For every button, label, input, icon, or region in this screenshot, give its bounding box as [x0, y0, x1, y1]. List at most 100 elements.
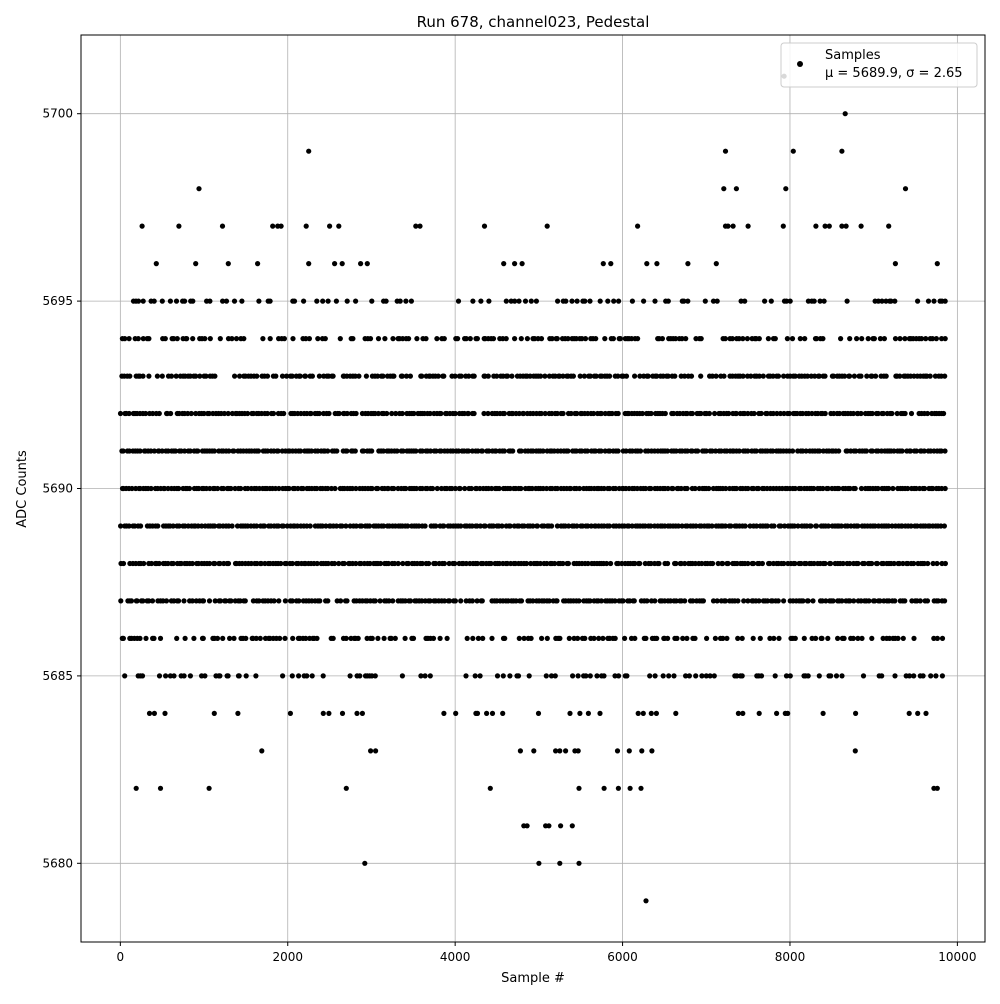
data-point: [140, 298, 146, 304]
data-point: [500, 673, 506, 679]
data-point: [722, 598, 729, 604]
data-point: [544, 635, 550, 642]
data-point: [644, 261, 650, 267]
data-point: [675, 523, 682, 529]
data-point: [895, 635, 901, 642]
data-point: [354, 710, 360, 717]
data-point: [502, 635, 508, 642]
data-point: [505, 373, 511, 379]
data-point: [576, 598, 582, 604]
data-point: [296, 673, 302, 679]
data-point: [474, 560, 480, 567]
data-point: [243, 635, 249, 642]
data-point: [678, 485, 684, 492]
data-point: [361, 448, 367, 454]
data-point: [698, 336, 704, 342]
data-point: [146, 710, 153, 717]
data-point: [871, 336, 878, 342]
data-point: [289, 373, 295, 379]
data-point: [137, 635, 143, 642]
data-point: [775, 373, 782, 379]
data-point: [141, 560, 147, 567]
data-point: [560, 373, 566, 379]
data-point: [934, 785, 940, 791]
data-point: [534, 523, 541, 529]
data-point: [225, 410, 231, 417]
data-point: [314, 298, 320, 304]
data-point: [325, 560, 331, 567]
data-point: [375, 373, 381, 379]
data-point: [735, 635, 741, 642]
data-point: [446, 560, 452, 567]
data-point: [207, 560, 213, 567]
data-point: [120, 635, 126, 642]
data-point: [403, 373, 410, 379]
data-point: [255, 261, 261, 267]
data-point: [830, 598, 836, 604]
data-point: [427, 448, 434, 454]
data-point: [386, 598, 392, 604]
data-point: [433, 560, 439, 567]
data-point: [385, 560, 392, 567]
data-point: [518, 485, 524, 492]
data-point: [267, 336, 273, 342]
data-point: [792, 635, 798, 642]
data-point: [430, 635, 437, 642]
data-point: [173, 298, 180, 304]
data-point: [643, 635, 649, 642]
data-point: [407, 373, 413, 379]
data-point: [245, 485, 251, 492]
data-point: [607, 485, 613, 492]
data-point: [419, 373, 425, 379]
data-point: [601, 485, 607, 492]
data-point: [128, 598, 135, 604]
data-point: [745, 223, 751, 229]
data-point: [812, 373, 818, 379]
data-point: [143, 410, 149, 417]
data-point: [253, 635, 259, 642]
data-point: [465, 410, 471, 417]
y-tick-label: 5685: [42, 669, 73, 683]
data-point: [187, 673, 193, 679]
data-point: [518, 336, 524, 342]
data-point: [685, 261, 691, 267]
data-point: [496, 485, 502, 492]
data-point: [612, 673, 618, 679]
data-point: [200, 598, 207, 604]
data-point: [847, 485, 853, 492]
data-point: [757, 635, 763, 642]
data-point: [712, 410, 718, 417]
data-point: [212, 598, 218, 604]
data-point: [215, 485, 221, 492]
data-point: [486, 448, 492, 454]
data-point: [206, 785, 212, 791]
data-point: [501, 448, 507, 454]
data-point: [372, 673, 378, 679]
data-point: [375, 635, 381, 642]
data-point: [569, 823, 575, 829]
data-point: [176, 523, 182, 529]
data-point: [470, 298, 476, 304]
data-point: [223, 598, 229, 604]
data-point: [369, 635, 375, 642]
data-point: [879, 673, 885, 679]
data-point: [722, 523, 729, 529]
data-point: [820, 336, 826, 342]
data-point: [390, 598, 396, 604]
data-point: [783, 673, 790, 679]
data-point: [587, 373, 594, 379]
data-point: [462, 485, 468, 492]
data-point: [911, 673, 917, 679]
data-point: [739, 635, 745, 642]
data-point: [567, 710, 573, 717]
data-point: [883, 373, 889, 379]
data-point: [242, 598, 248, 604]
data-point: [212, 373, 218, 379]
data-point: [710, 560, 716, 567]
data-point: [638, 785, 644, 791]
data-point: [140, 373, 146, 379]
data-point: [405, 523, 411, 529]
data-point: [392, 635, 398, 642]
data-point: [225, 261, 231, 267]
data-point: [665, 298, 671, 304]
